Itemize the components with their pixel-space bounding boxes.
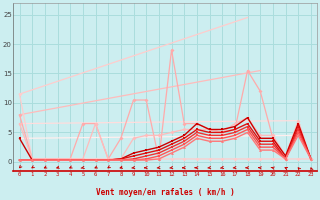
X-axis label: Vent moyen/en rafales ( km/h ): Vent moyen/en rafales ( km/h ) <box>96 188 235 197</box>
